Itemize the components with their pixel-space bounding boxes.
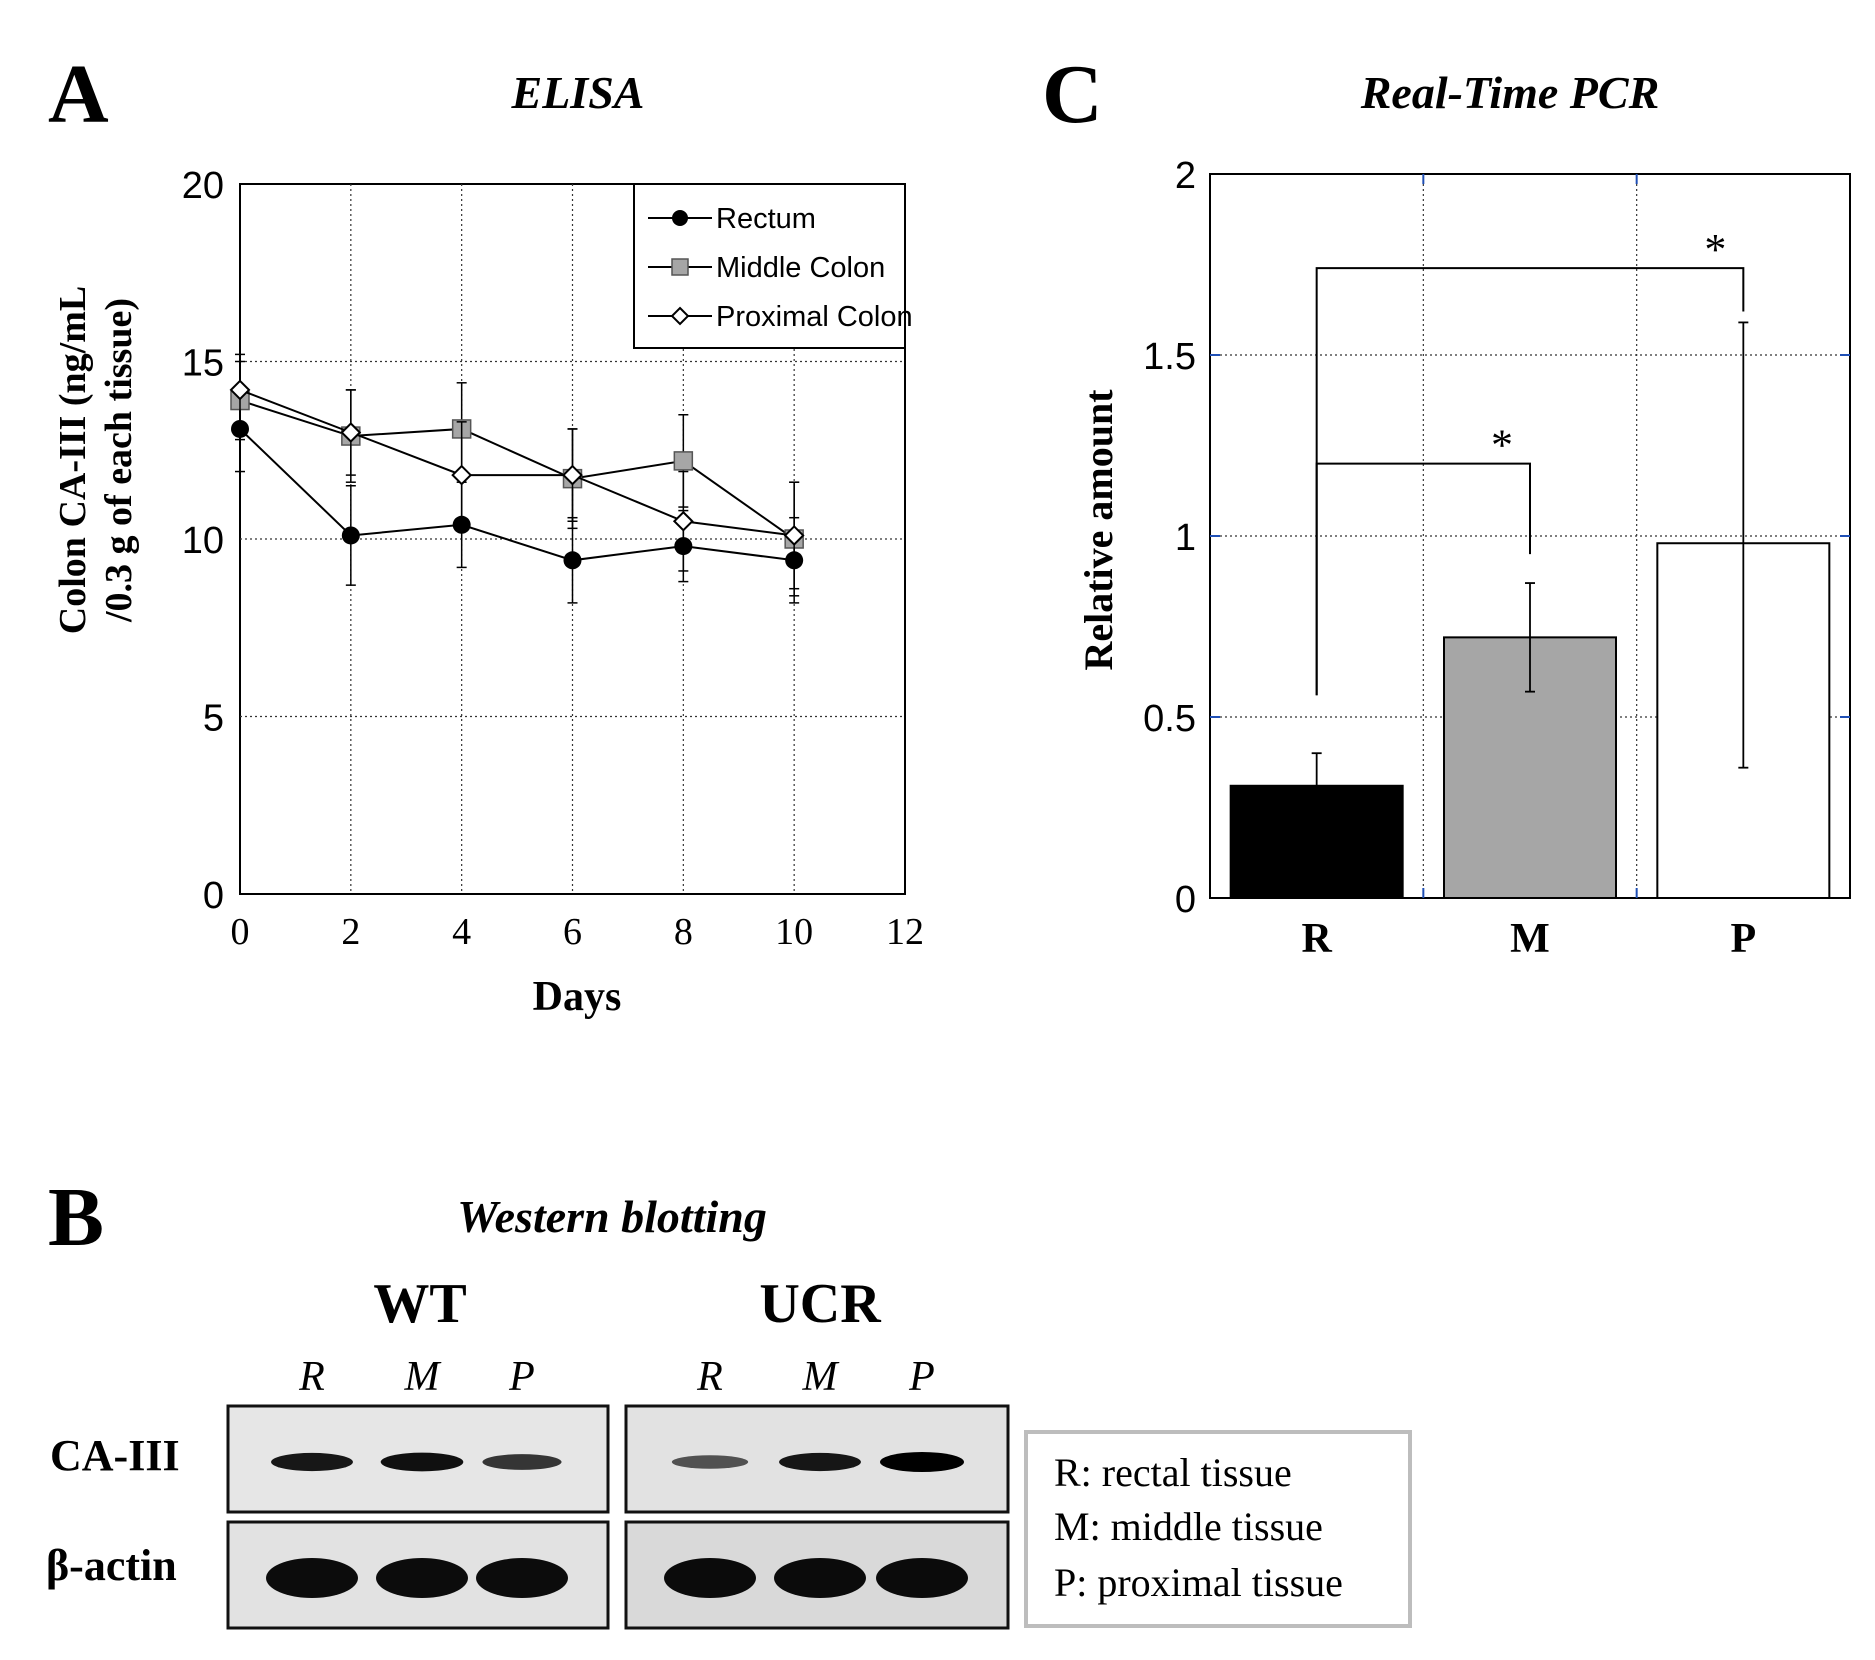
elisa-x-tick-label: 8 [674, 911, 693, 953]
key-line-p: P: proximal tissue [1054, 1560, 1343, 1605]
elisa-x-tick-labels: 0 2 4 6 8 10 12 [231, 911, 925, 953]
point-proximal-colon [340, 422, 362, 443]
western-blot: WT UCR R M P R M P CA-III β-actin R: rec… [46, 1273, 1412, 1630]
row-label-actin: β-actin [46, 1541, 177, 1590]
legend-marker-proximal-colon [670, 306, 690, 326]
legend-label-rectum: Rectum [716, 203, 816, 235]
band-ca3-ucr-m [779, 1452, 861, 1472]
pcr-title: Real-Time PCR [1360, 67, 1660, 118]
elisa-y-tick-label: 5 [203, 698, 224, 740]
band-ca3-ucr-p [880, 1452, 964, 1472]
lane-label-ucr-m: M [802, 1354, 840, 1400]
series-line-middle-colon [239, 399, 795, 540]
band-actin-ucr-r [664, 1558, 756, 1598]
legend-marker-middle-colon [671, 258, 689, 276]
western-title: Western blotting [457, 1191, 767, 1242]
tissue-key: R: rectal tissue M: middle tissue P: pro… [1024, 1430, 1412, 1628]
band-ca3-ucr-r [671, 1455, 749, 1469]
elisa-x-tick-label: 6 [563, 911, 582, 953]
pcr-y-tick-label: 1.5 [1143, 336, 1196, 378]
elisa-y-axis-title: Colon CA-III (ng/mL /0.3 g of each tissu… [52, 286, 140, 634]
panel-label-b: B [48, 1171, 104, 1264]
band-actin-wt-m [376, 1558, 468, 1598]
elisa-x-tick-label: 10 [775, 911, 813, 953]
panel-label-c: C [1042, 48, 1103, 141]
elisa-y-tick-label: 20 [182, 165, 224, 207]
legend-label-proximal-colon: Proximal Colon [716, 301, 913, 333]
group-label-ucr: UCR [759, 1273, 881, 1335]
pcr-y-tick-label: 2 [1175, 155, 1196, 197]
series-proximal-colon [229, 353, 805, 590]
point-middle-colon [673, 451, 694, 471]
elisa-legend: Rectum Middle Colon Proximal Colon [633, 183, 913, 349]
point-proximal-colon [783, 525, 805, 546]
band-ca3-wt-m [380, 1452, 464, 1472]
elisa-title: ELISA [511, 67, 645, 118]
significance-bracket [1315, 267, 1745, 696]
elisa-y-tick-labels: 0 5 10 15 20 [182, 165, 224, 917]
panel-label-a: A [48, 48, 109, 141]
bar-r [1229, 784, 1404, 900]
blot-bands [266, 1452, 968, 1598]
elisa-x-tick-label: 0 [231, 911, 250, 953]
band-actin-wt-p [476, 1558, 568, 1598]
elisa-y-tick-label: 10 [182, 520, 224, 562]
band-ca3-wt-p [482, 1454, 562, 1470]
lane-label-wt-p: P [508, 1354, 535, 1400]
pcr-y-tick-label: 0.5 [1143, 698, 1196, 740]
row-label-ca3: CA-III [50, 1431, 180, 1480]
elisa-x-tick-label: 12 [886, 911, 924, 953]
elisa-series [229, 353, 805, 604]
pcr-x-tick-label: R [1301, 916, 1332, 962]
legend-label-middle-colon: Middle Colon [716, 252, 885, 284]
pcr-x-tick-label: P [1731, 916, 1757, 962]
pcr-y-tick-label: 1 [1175, 517, 1196, 559]
significance-star: * [1704, 225, 1726, 274]
lane-label-ucr-p: P [908, 1354, 935, 1400]
pcr-significance: ** [1315, 225, 1745, 696]
group-label-wt: WT [373, 1273, 466, 1335]
pcr-x-tick-label: M [1510, 916, 1550, 962]
legend-marker-rectum [672, 210, 688, 226]
key-line-m: M: middle tissue [1054, 1504, 1323, 1549]
elisa-x-tick-label: 2 [341, 911, 360, 953]
point-proximal-colon [562, 464, 583, 486]
tissue-key-box [1024, 1430, 1412, 1628]
elisa-chart: 0 5 10 15 20 0 2 4 6 8 10 12 Rectum Middle Colon P… [52, 165, 924, 1020]
band-ca3-wt-r [271, 1452, 353, 1472]
point-proximal-colon [672, 510, 694, 532]
significance-star: * [1491, 421, 1513, 470]
band-actin-ucr-m [774, 1558, 866, 1598]
lane-label-wt-r: R [298, 1354, 325, 1400]
key-line-r: R: rectal tissue [1054, 1450, 1292, 1495]
lane-label-wt-m: M [404, 1354, 442, 1400]
lane-label-ucr-r: R [696, 1354, 723, 1400]
elisa-y-axis-title-line2: /0.3 g of each tissue) [98, 298, 140, 623]
elisa-x-axis-title: Days [533, 974, 622, 1020]
elisa-y-tick-label: 15 [182, 343, 224, 385]
elisa-y-tick-label: 0 [203, 875, 224, 917]
series-middle-colon [230, 360, 804, 597]
point-proximal-colon [229, 379, 251, 401]
point-proximal-colon [451, 464, 473, 486]
point-rectum [341, 526, 360, 545]
pcr-bars [1229, 321, 1831, 900]
bar-m [1443, 636, 1617, 899]
band-actin-ucr-p [876, 1558, 968, 1598]
band-actin-wt-r [266, 1558, 358, 1598]
series-line-proximal-colon [239, 388, 795, 537]
pcr-y-tick-labels: 0 0.5 1 1.5 2 [1143, 155, 1196, 921]
pcr-y-tick-label: 0 [1175, 879, 1196, 921]
point-rectum [563, 551, 582, 570]
pcr-y-axis-title: Relative amount [1076, 389, 1121, 671]
series-line-rectum [239, 428, 795, 562]
elisa-x-tick-label: 4 [452, 911, 471, 953]
elisa-y-axis-title-line1: Colon CA-III (ng/mL [52, 286, 94, 634]
